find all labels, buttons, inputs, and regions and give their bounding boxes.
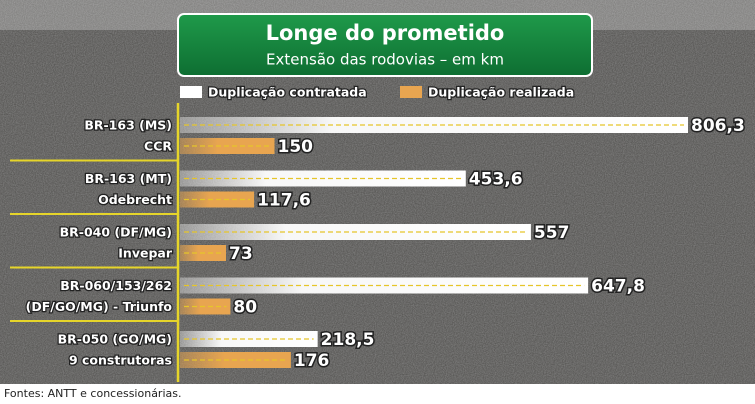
legend-swatch bbox=[180, 86, 202, 98]
category-label: CCR bbox=[144, 139, 172, 154]
value-label: 647,8 bbox=[591, 277, 645, 297]
category-label: BR-040 (DF/MG) bbox=[60, 225, 172, 240]
bar bbox=[180, 298, 231, 315]
category-label: BR-050 (GO/MG) bbox=[58, 332, 172, 347]
value-label: 117,6 bbox=[257, 191, 311, 211]
category-label: Odebrecht bbox=[98, 192, 172, 207]
source: Fontes: ANTT e concessionárias. bbox=[4, 387, 181, 400]
value-label: 557 bbox=[534, 223, 570, 243]
value-label: 176 bbox=[294, 351, 330, 371]
legend-label: Duplicação realizada bbox=[428, 85, 574, 100]
legend-swatch bbox=[400, 86, 422, 98]
category-label: 9 construtoras bbox=[69, 353, 172, 368]
category-label: (DF/GO/MG) - Triunfo bbox=[26, 299, 173, 314]
category-label: BR-163 (MT) bbox=[85, 171, 172, 186]
value-label: 73 bbox=[229, 244, 253, 264]
title-box bbox=[177, 13, 593, 77]
category-label: BR-163 (MS) bbox=[84, 118, 172, 133]
value-label: 218,5 bbox=[321, 330, 375, 350]
category-label: BR-060/153/262 bbox=[60, 278, 172, 293]
footer bbox=[0, 384, 755, 404]
value-label: 150 bbox=[278, 137, 314, 157]
chart-subtitle: Extensão das rodovias – em km bbox=[266, 51, 504, 69]
value-label: 806,3 bbox=[691, 116, 745, 136]
category-label: Invepar bbox=[118, 246, 173, 261]
chart-title: Longe do prometido bbox=[266, 21, 505, 45]
value-label: 453,6 bbox=[469, 170, 523, 190]
value-label: 80 bbox=[233, 298, 257, 318]
legend-label: Duplicação contratada bbox=[208, 85, 367, 100]
